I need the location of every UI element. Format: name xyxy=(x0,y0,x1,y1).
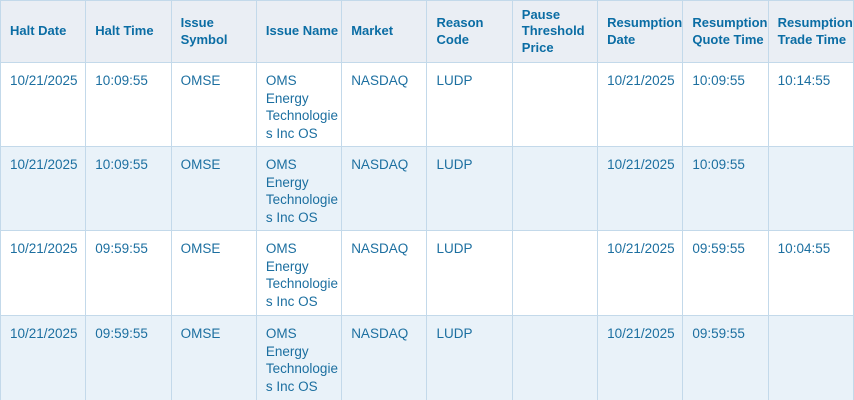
cell-reason-code: LUDP xyxy=(426,315,513,400)
cell-halt-date: 10/21/2025 xyxy=(0,315,87,400)
column-header-issue-symbol: Issue Symbol xyxy=(170,0,257,63)
cell-pause-threshold-price xyxy=(511,230,599,317)
cell-market: NASDAQ xyxy=(341,61,428,148)
cell-resumption-trade-time: 10:04:55 xyxy=(767,230,854,317)
table-row: 10/21/2025 10:09:55 OMSE OMS Energy Technol… xyxy=(0,61,854,148)
column-header-halt-time: Halt Time xyxy=(85,0,172,63)
cell-issue-symbol: OMSE xyxy=(170,315,257,400)
cell-issue-symbol: OMSE xyxy=(170,146,257,232)
cell-resumption-quote-time: 09:59:55 xyxy=(682,315,769,400)
column-header-resumption-date: Resumption Date xyxy=(597,0,684,63)
cell-resumption-quote-time: 10:09:55 xyxy=(682,61,769,148)
table-row: 10/21/2025 09:59:55 OMSE OMS Energy Technol… xyxy=(0,315,854,400)
cell-resumption-trade-time xyxy=(767,315,854,400)
cell-reason-code: LUDP xyxy=(426,61,513,148)
column-header-pause-threshold-price: Pause Threshold Price xyxy=(511,0,599,63)
cell-resumption-trade-time xyxy=(767,146,854,232)
cell-issue-symbol: OMSE xyxy=(170,230,257,317)
cell-halt-time: 10:09:55 xyxy=(85,61,172,148)
table-header: Halt Date Halt Time Issue Symbol Issue Name… xyxy=(0,0,854,63)
table-body: 10/21/2025 10:09:55 OMSE OMS Energy Technol… xyxy=(0,61,854,400)
cell-halt-time: 09:59:55 xyxy=(85,315,172,400)
cell-resumption-quote-time: 09:59:55 xyxy=(682,230,769,317)
cell-resumption-trade-time: 10:14:55 xyxy=(767,61,854,148)
cell-resumption-date: 10/21/2025 xyxy=(597,315,684,400)
cell-reason-code: LUDP xyxy=(426,146,513,232)
cell-issue-name: OMS Energy Technologies Inc OS xyxy=(255,315,343,400)
cell-halt-time: 10:09:55 xyxy=(85,146,172,232)
cell-resumption-date: 10/21/2025 xyxy=(597,146,684,232)
header-row: Halt Date Halt Time Issue Symbol Issue Name… xyxy=(0,0,854,63)
cell-market: NASDAQ xyxy=(341,230,428,317)
cell-halt-date: 10/21/2025 xyxy=(0,61,87,148)
cell-pause-threshold-price xyxy=(511,315,599,400)
cell-pause-threshold-price xyxy=(511,61,599,148)
cell-pause-threshold-price xyxy=(511,146,599,232)
column-header-issue-name: Issue Name xyxy=(255,0,343,63)
cell-halt-date: 10/21/2025 xyxy=(0,230,87,317)
cell-issue-name: OMS Energy Technologies Inc OS xyxy=(255,61,343,148)
cell-resumption-date: 10/21/2025 xyxy=(597,230,684,317)
column-header-resumption-trade-time: Resumption Trade Time xyxy=(767,0,854,63)
table-row: 10/21/2025 09:59:55 OMSE OMS Energy Technol… xyxy=(0,230,854,317)
cell-market: NASDAQ xyxy=(341,315,428,400)
cell-halt-date: 10/21/2025 xyxy=(0,146,87,232)
column-header-halt-date: Halt Date xyxy=(0,0,87,63)
column-header-reason-code: Reason Code xyxy=(426,0,513,63)
table-row: 10/21/2025 10:09:55 OMSE OMS Energy Technol… xyxy=(0,146,854,232)
cell-market: NASDAQ xyxy=(341,146,428,232)
cell-issue-name: OMS Energy Technologies Inc OS xyxy=(255,146,343,232)
cell-resumption-date: 10/21/2025 xyxy=(597,61,684,148)
cell-halt-time: 09:59:55 xyxy=(85,230,172,317)
column-header-resumption-quote-time: Resumption Quote Time xyxy=(682,0,769,63)
cell-reason-code: LUDP xyxy=(426,230,513,317)
column-header-market: Market xyxy=(341,0,428,63)
cell-resumption-quote-time: 10:09:55 xyxy=(682,146,769,232)
cell-issue-name: OMS Energy Technologies Inc OS xyxy=(255,230,343,317)
cell-issue-symbol: OMSE xyxy=(170,61,257,148)
